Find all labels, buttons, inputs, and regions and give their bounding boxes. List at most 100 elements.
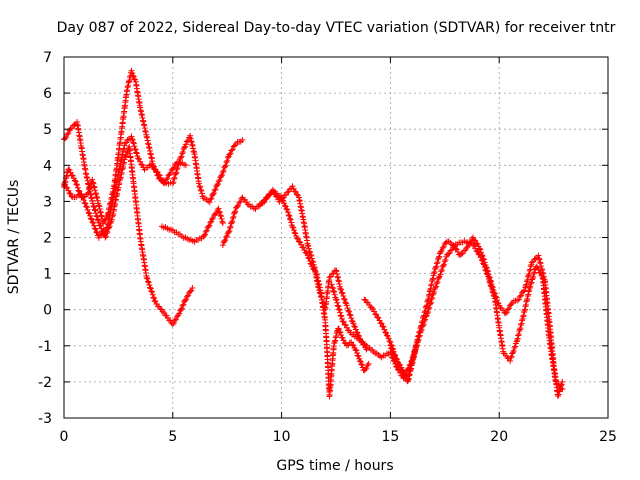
data-point-track-7 — [432, 265, 439, 272]
data-point-track-2 — [216, 177, 223, 184]
data-point-track-7 — [435, 254, 442, 261]
data-point-track-3 — [81, 199, 88, 206]
data-point-track-2 — [94, 194, 101, 201]
data-point-track-2 — [214, 181, 221, 188]
data-point-track-2 — [131, 76, 138, 83]
data-point-track-8 — [385, 335, 392, 342]
data-point-track-8 — [434, 278, 441, 285]
data-point-track-1 — [149, 291, 156, 298]
data-point-track-2 — [92, 187, 99, 194]
data-point-track-8 — [527, 283, 534, 290]
data-point-track-5 — [352, 346, 359, 353]
data-point-track-1 — [144, 275, 151, 282]
data-point-track-7 — [337, 312, 344, 319]
data-point-track-8 — [475, 251, 482, 258]
data-point-track-1 — [179, 302, 186, 309]
data-point-track-6 — [342, 299, 349, 306]
data-point-track-7 — [515, 296, 522, 303]
data-point-track-8 — [378, 320, 385, 327]
data-point-track-8 — [376, 317, 383, 324]
data-point-track-1 — [170, 320, 177, 327]
data-point-track-5 — [340, 337, 347, 344]
data-point-track-7 — [341, 321, 348, 328]
data-point-track-8 — [447, 247, 454, 254]
data-point-track-5 — [225, 229, 232, 236]
data-point-track-6 — [338, 286, 345, 293]
data-point-track-7 — [470, 234, 477, 241]
data-point-track-8 — [439, 263, 446, 270]
data-point-track-8 — [517, 321, 524, 328]
data-point-track-2 — [208, 195, 215, 202]
data-point-track-4 — [212, 211, 219, 218]
data-point-track-7 — [329, 285, 336, 292]
data-point-track-7 — [457, 251, 464, 258]
data-point-track-8 — [445, 251, 452, 258]
data-point-track-3 — [166, 171, 173, 178]
data-point-track-1 — [91, 203, 98, 210]
data-point-track-8 — [507, 357, 514, 364]
data-point-track-8 — [433, 283, 440, 290]
data-point-track-6 — [307, 251, 314, 258]
data-point-track-2 — [210, 191, 217, 198]
data-point-track-2 — [172, 170, 179, 177]
data-point-track-1 — [169, 321, 176, 328]
data-point-track-8 — [488, 283, 495, 290]
data-point-track-7 — [336, 306, 343, 313]
data-point-track-3 — [182, 162, 189, 169]
data-point-track-8 — [513, 338, 520, 345]
data-point-track-9 — [388, 344, 395, 351]
data-point-track-6 — [343, 302, 350, 309]
data-point-track-7 — [463, 244, 470, 251]
data-point-track-6 — [284, 189, 291, 196]
data-point-track-4 — [206, 222, 213, 229]
data-point-track-7 — [522, 284, 529, 291]
data-point-track-1 — [90, 203, 97, 210]
data-point-track-5 — [353, 347, 360, 354]
data-point-track-5 — [293, 235, 300, 242]
data-point-track-4 — [203, 227, 210, 234]
data-point-track-7 — [460, 247, 467, 254]
data-point-track-2 — [207, 196, 214, 203]
data-point-track-2 — [198, 187, 205, 194]
data-point-track-2 — [93, 191, 100, 198]
data-point-track-7 — [333, 297, 340, 304]
data-point-track-6 — [308, 252, 315, 259]
data-point-track-7 — [554, 392, 561, 399]
data-point-track-7 — [556, 388, 563, 395]
data-point-track-3 — [91, 222, 98, 229]
data-point-track-9 — [397, 361, 404, 368]
data-point-track-3 — [169, 165, 176, 172]
data-point-track-7 — [555, 391, 562, 398]
data-point-track-2 — [212, 186, 219, 193]
data-point-track-5 — [301, 247, 308, 254]
data-point-track-1 — [123, 152, 130, 159]
data-point-track-6 — [340, 293, 347, 300]
data-point-track-3 — [162, 179, 169, 186]
data-point-track-8 — [417, 328, 424, 335]
data-point-track-4 — [219, 218, 226, 225]
data-point-track-2 — [67, 169, 74, 176]
data-point-track-2 — [223, 159, 230, 166]
data-point-track-5 — [335, 325, 342, 332]
data-point-track-2 — [129, 70, 136, 77]
data-point-track-6 — [260, 197, 267, 204]
data-point-track-8 — [474, 248, 481, 255]
data-point-track-5 — [228, 219, 235, 226]
data-point-track-1 — [146, 281, 153, 288]
data-point-track-5 — [223, 233, 230, 240]
data-point-track-1 — [185, 292, 192, 299]
data-point-track-5 — [354, 352, 361, 359]
data-point-track-8 — [446, 250, 453, 257]
data-point-track-2 — [220, 167, 227, 174]
data-point-track-5 — [350, 342, 357, 349]
data-point-track-7 — [528, 259, 535, 266]
data-point-track-7 — [537, 259, 543, 266]
data-point-track-6 — [315, 284, 322, 291]
data-point-track-7 — [334, 302, 341, 309]
data-point-track-7 — [527, 263, 534, 270]
data-point-track-7 — [535, 252, 542, 259]
data-point-track-9 — [390, 350, 397, 357]
data-point-track-6 — [304, 242, 311, 249]
data-point-track-7 — [432, 264, 439, 271]
